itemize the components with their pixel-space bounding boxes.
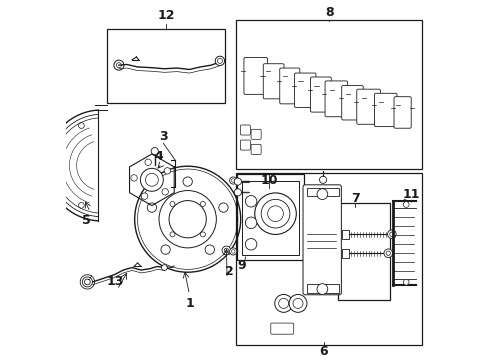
Polygon shape	[307, 284, 339, 293]
FancyBboxPatch shape	[311, 77, 331, 112]
FancyBboxPatch shape	[374, 93, 397, 127]
Text: 9: 9	[237, 259, 245, 272]
FancyBboxPatch shape	[263, 64, 284, 99]
Text: 10: 10	[260, 174, 278, 187]
Text: 4: 4	[154, 150, 163, 163]
Text: 2: 2	[224, 265, 233, 278]
Circle shape	[317, 284, 328, 294]
Circle shape	[255, 193, 296, 234]
Circle shape	[131, 175, 137, 181]
FancyBboxPatch shape	[244, 58, 268, 94]
Circle shape	[141, 168, 163, 191]
Circle shape	[403, 202, 409, 207]
FancyBboxPatch shape	[325, 81, 347, 117]
FancyBboxPatch shape	[303, 185, 342, 295]
Circle shape	[147, 203, 157, 212]
Text: 1: 1	[185, 297, 194, 310]
Text: 8: 8	[325, 6, 334, 19]
Circle shape	[388, 230, 396, 239]
Circle shape	[170, 202, 175, 207]
FancyBboxPatch shape	[251, 144, 261, 154]
Circle shape	[319, 176, 327, 183]
Circle shape	[162, 265, 167, 270]
Circle shape	[164, 168, 171, 174]
Polygon shape	[307, 188, 339, 196]
Text: 11: 11	[403, 188, 420, 201]
Circle shape	[145, 159, 151, 166]
FancyBboxPatch shape	[394, 97, 411, 128]
Circle shape	[245, 195, 257, 207]
Circle shape	[219, 203, 228, 212]
Circle shape	[275, 294, 293, 312]
FancyBboxPatch shape	[240, 125, 250, 135]
Text: 13: 13	[107, 275, 124, 288]
Circle shape	[200, 202, 205, 207]
Circle shape	[230, 177, 237, 184]
Circle shape	[151, 148, 158, 155]
Circle shape	[245, 217, 257, 229]
Circle shape	[141, 193, 148, 199]
FancyBboxPatch shape	[251, 129, 261, 139]
Circle shape	[230, 248, 237, 255]
FancyBboxPatch shape	[240, 140, 250, 150]
Circle shape	[403, 279, 409, 285]
FancyBboxPatch shape	[357, 89, 380, 124]
Circle shape	[289, 294, 307, 312]
Text: 3: 3	[159, 130, 168, 143]
Circle shape	[317, 189, 328, 199]
Circle shape	[215, 56, 224, 66]
Text: 7: 7	[351, 192, 360, 205]
Text: 6: 6	[319, 345, 328, 357]
Circle shape	[222, 246, 231, 255]
Polygon shape	[343, 230, 349, 239]
Circle shape	[161, 245, 170, 254]
Text: 12: 12	[157, 9, 175, 22]
Circle shape	[200, 232, 205, 237]
FancyBboxPatch shape	[342, 86, 363, 120]
Polygon shape	[343, 249, 349, 257]
Circle shape	[162, 189, 169, 195]
Circle shape	[170, 232, 175, 237]
FancyBboxPatch shape	[271, 323, 294, 334]
FancyBboxPatch shape	[280, 68, 300, 104]
Circle shape	[245, 239, 257, 250]
Circle shape	[234, 189, 242, 196]
Circle shape	[205, 245, 215, 254]
Circle shape	[183, 177, 193, 186]
Circle shape	[234, 178, 242, 185]
FancyBboxPatch shape	[294, 73, 316, 107]
Circle shape	[114, 60, 124, 70]
Polygon shape	[242, 180, 299, 255]
Circle shape	[384, 249, 392, 257]
Text: 5: 5	[82, 215, 91, 228]
